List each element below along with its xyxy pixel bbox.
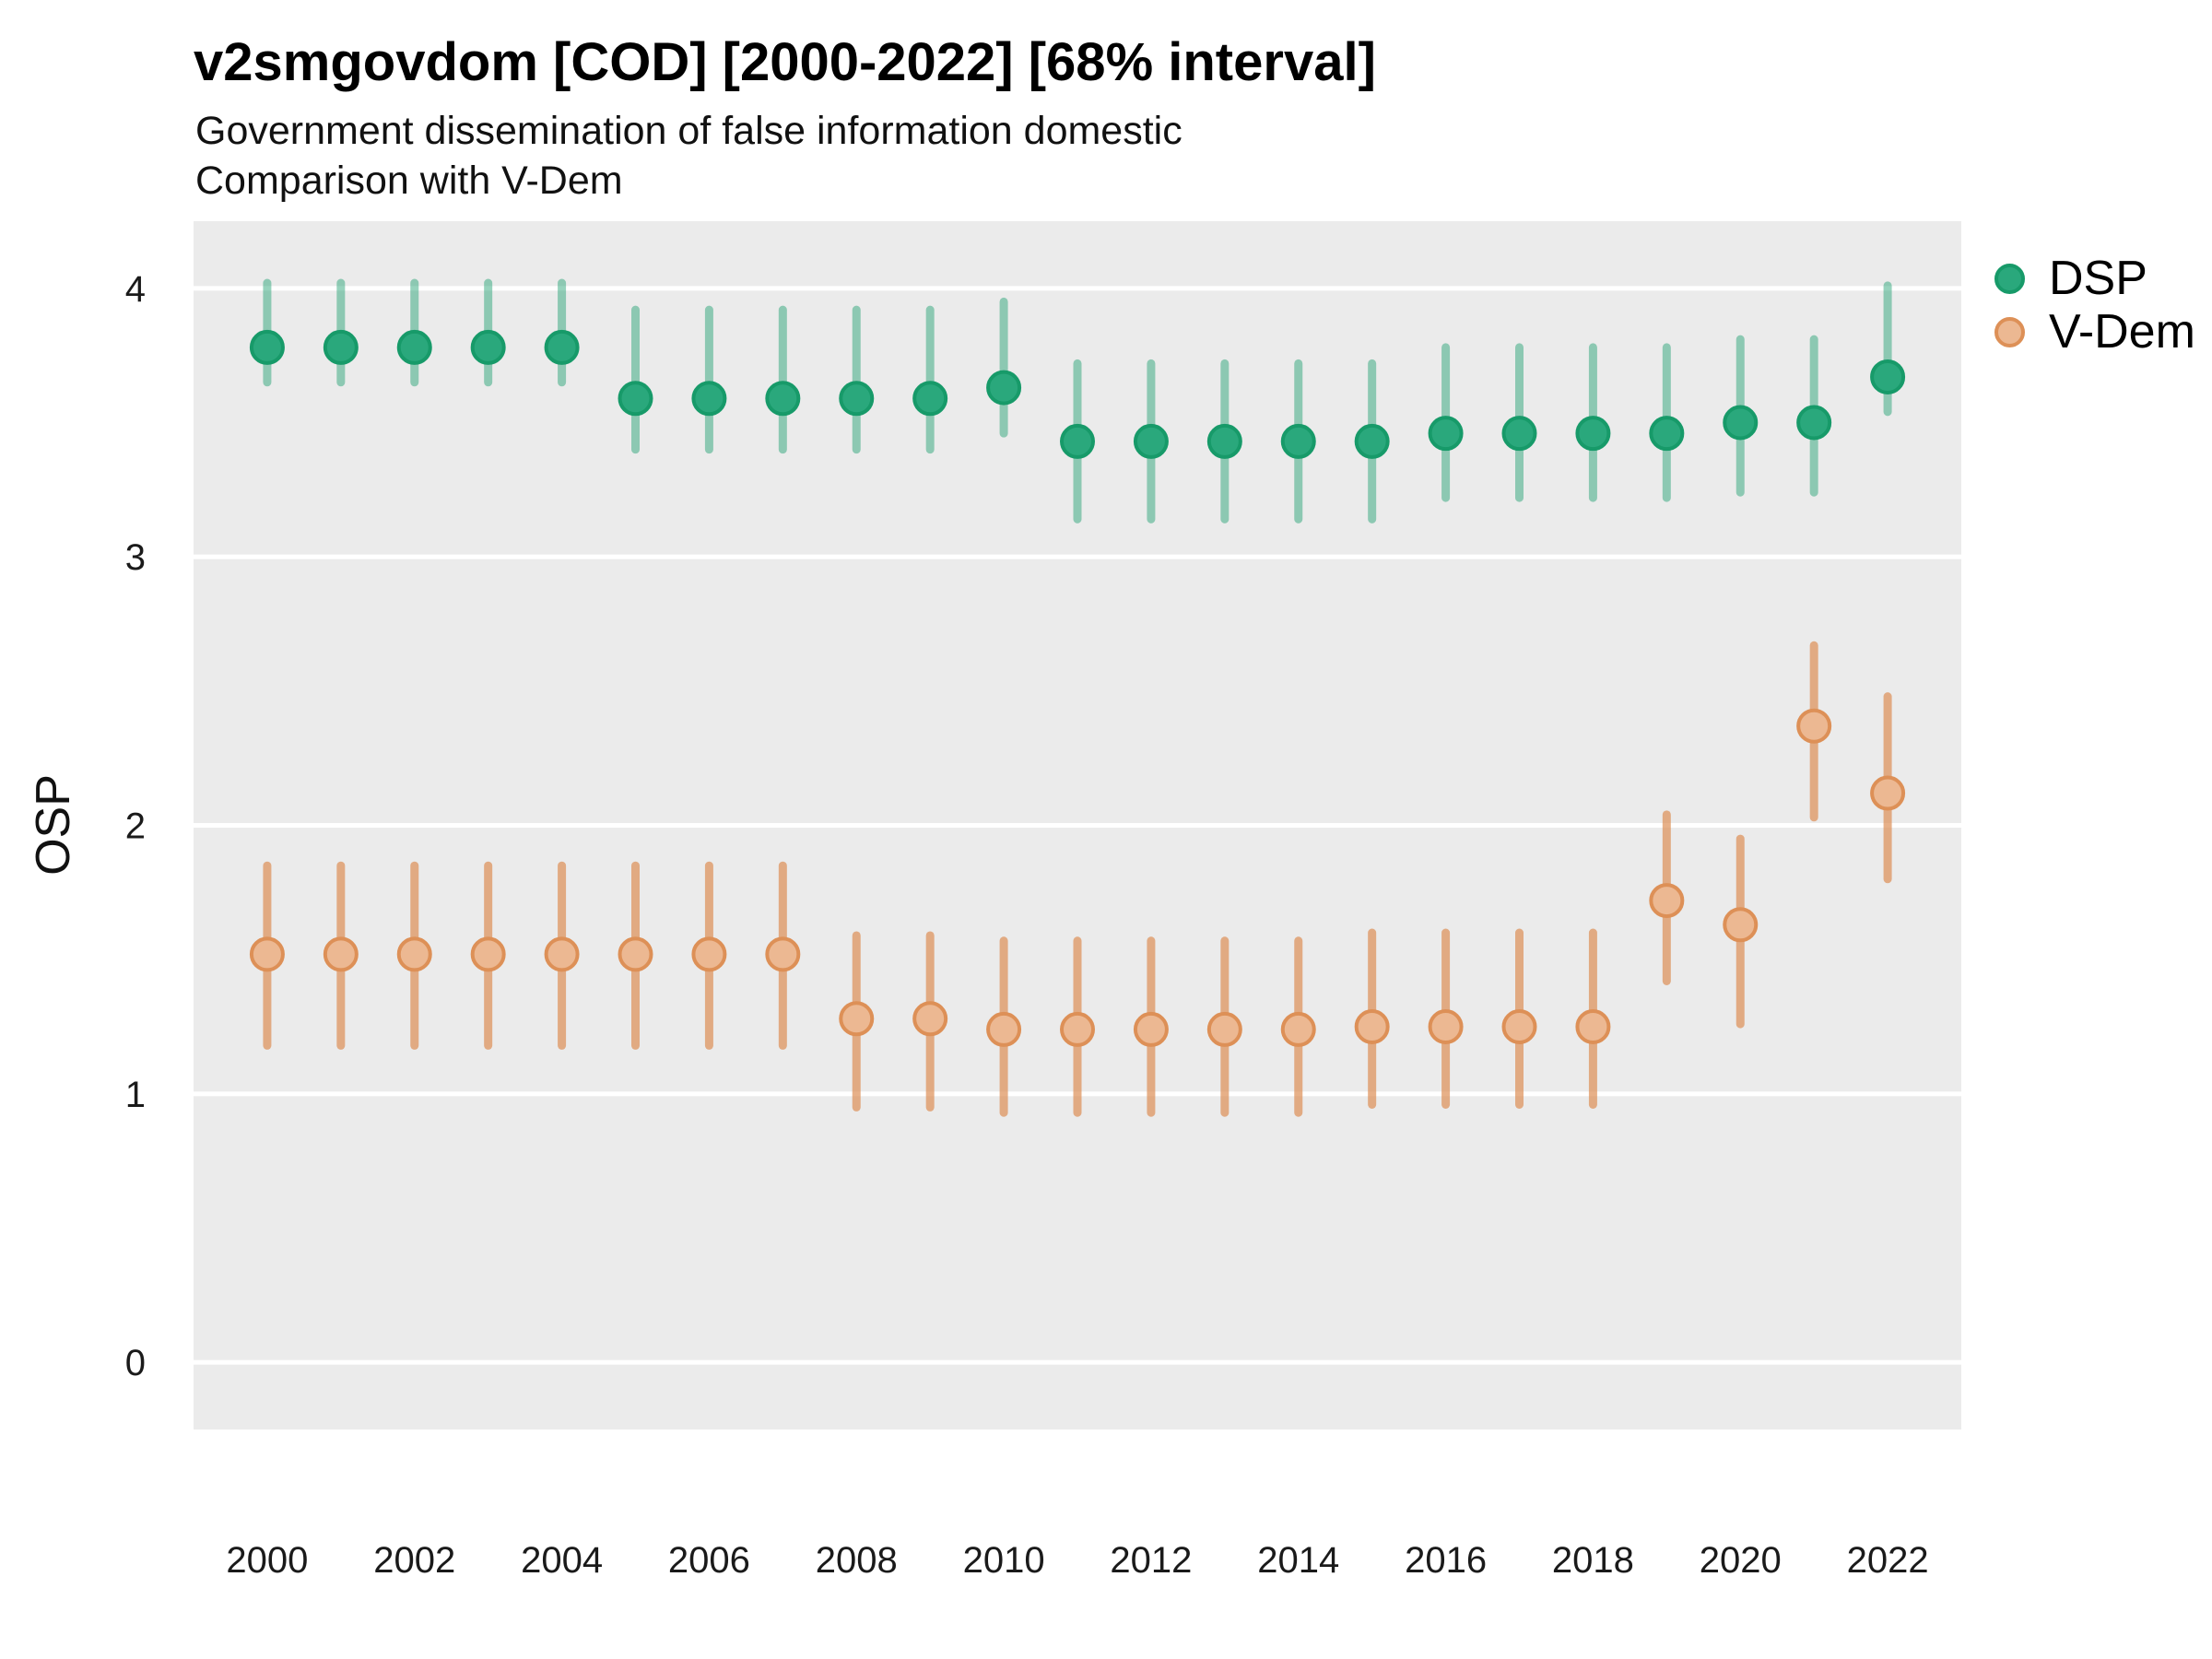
data-point-dsp bbox=[396, 329, 432, 365]
legend: DSP V-Dem bbox=[1994, 252, 2195, 359]
data-point-v-dem bbox=[323, 936, 359, 972]
x-tick-label: 2022 bbox=[1847, 1540, 1929, 1581]
data-point-v-dem bbox=[1501, 1009, 1537, 1044]
data-point-dsp bbox=[1870, 359, 1906, 394]
data-point-dsp bbox=[1428, 416, 1464, 452]
data-point-v-dem bbox=[1870, 775, 1906, 811]
x-tick-label: 2016 bbox=[1405, 1540, 1487, 1581]
data-point-dsp bbox=[1133, 423, 1169, 459]
legend-vdem-dot-icon bbox=[1994, 316, 2025, 347]
legend-vdem-label: V-Dem bbox=[2049, 305, 2195, 359]
data-point-v-dem bbox=[1133, 1011, 1169, 1047]
data-point-v-dem bbox=[396, 936, 432, 972]
data-point-v-dem bbox=[691, 936, 727, 972]
legend-dsp-dot-icon bbox=[1994, 263, 2025, 294]
data-point-dsp bbox=[1206, 423, 1242, 459]
data-point-dsp bbox=[912, 381, 948, 417]
data-point-v-dem bbox=[986, 1011, 1022, 1047]
x-tick-label: 2010 bbox=[963, 1540, 1045, 1581]
y-tick-label: 4 bbox=[125, 269, 146, 310]
x-tick-label: 2004 bbox=[521, 1540, 603, 1581]
y-tick-label: 2 bbox=[125, 806, 146, 847]
x-tick-label: 2018 bbox=[1552, 1540, 1634, 1581]
data-point-v-dem bbox=[1206, 1011, 1242, 1047]
data-point-dsp bbox=[986, 370, 1022, 406]
data-point-dsp bbox=[323, 329, 359, 365]
data-point-v-dem bbox=[765, 936, 801, 972]
x-tick-label: 2000 bbox=[226, 1540, 308, 1581]
data-point-v-dem bbox=[470, 936, 506, 972]
chart-title: v2smgovdom [COD] [2000-2022] [68% interv… bbox=[194, 32, 1376, 92]
data-point-dsp bbox=[1280, 423, 1316, 459]
data-point-v-dem bbox=[618, 936, 653, 972]
data-point-v-dem bbox=[1649, 883, 1685, 919]
x-tick-label: 2006 bbox=[668, 1540, 750, 1581]
data-point-dsp bbox=[1575, 416, 1611, 452]
data-point-dsp bbox=[1796, 405, 1832, 441]
data-point-v-dem bbox=[839, 1001, 875, 1037]
data-point-v-dem bbox=[1723, 907, 1759, 943]
data-point-dsp bbox=[1501, 416, 1537, 452]
chart-subtitle-line1: Government dissemination of false inform… bbox=[195, 109, 1182, 153]
data-point-dsp bbox=[839, 381, 875, 417]
data-point-dsp bbox=[1649, 416, 1685, 452]
data-point-dsp bbox=[691, 381, 727, 417]
y-tick-label: 1 bbox=[125, 1075, 146, 1115]
data-point-v-dem bbox=[912, 1001, 948, 1037]
data-point-dsp bbox=[1060, 423, 1095, 459]
data-point-dsp bbox=[1723, 405, 1759, 441]
data-point-dsp bbox=[249, 329, 285, 365]
x-tick-label: 2012 bbox=[1110, 1540, 1192, 1581]
y-axis-title: OSP bbox=[27, 774, 80, 876]
data-point-v-dem bbox=[1280, 1011, 1316, 1047]
legend-dsp-label: DSP bbox=[2049, 252, 2147, 305]
data-point-dsp bbox=[470, 329, 506, 365]
data-point-v-dem bbox=[1354, 1009, 1390, 1044]
y-tick-label: 3 bbox=[125, 537, 146, 578]
data-point-dsp bbox=[618, 381, 653, 417]
data-point-v-dem bbox=[1575, 1009, 1611, 1044]
data-point-v-dem bbox=[249, 936, 285, 972]
x-tick-label: 2002 bbox=[373, 1540, 455, 1581]
data-point-dsp bbox=[544, 329, 580, 365]
legend-item-dsp: DSP bbox=[1994, 252, 2195, 305]
x-tick-label: 2008 bbox=[816, 1540, 898, 1581]
data-point-dsp bbox=[1354, 423, 1390, 459]
legend-item-vdem: V-Dem bbox=[1994, 305, 2195, 359]
data-point-v-dem bbox=[1796, 708, 1832, 744]
chart-subtitle-line2: Comparison with V-Dem bbox=[195, 159, 623, 203]
data-point-dsp bbox=[765, 381, 801, 417]
y-tick-label: 0 bbox=[125, 1343, 146, 1383]
x-tick-label: 2020 bbox=[1700, 1540, 1782, 1581]
data-point-v-dem bbox=[544, 936, 580, 972]
x-tick-label: 2014 bbox=[1257, 1540, 1339, 1581]
data-point-v-dem bbox=[1428, 1009, 1464, 1044]
data-point-v-dem bbox=[1060, 1011, 1095, 1047]
